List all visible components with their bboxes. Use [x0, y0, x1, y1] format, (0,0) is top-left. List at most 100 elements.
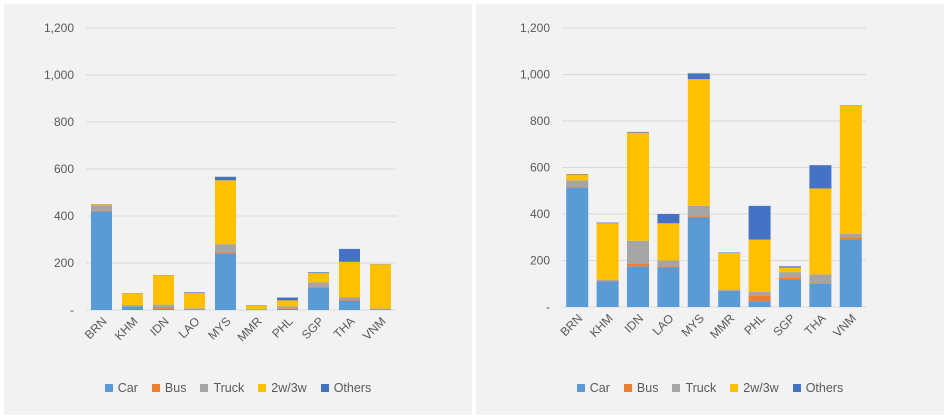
- bar-segment-mys-others: [687, 73, 710, 80]
- x-tick-label: THA: [331, 314, 358, 341]
- bar-segment-lao-car: [184, 309, 205, 310]
- y-tick-label: 200: [530, 254, 550, 268]
- bar-segment-khm-car: [122, 306, 143, 310]
- legend-label: Car: [117, 381, 138, 395]
- bar-segment-phl-bus: [748, 295, 771, 302]
- bar-segment-tha-truck: [339, 297, 360, 300]
- bar-segment-sgp-bus: [779, 277, 801, 280]
- y-tick-label: 600: [530, 161, 550, 175]
- bar-segment-mmr-truck: [718, 289, 741, 291]
- x-tick-label: BRN: [558, 311, 586, 339]
- y-tick-label: 600: [54, 162, 74, 176]
- bar-segment-tha-bus: [339, 299, 360, 301]
- bar-segment-mys-2w3w: [687, 79, 710, 206]
- bar-segment-lao-2w3w: [657, 223, 680, 261]
- bar-segment-tha-car: [339, 300, 360, 310]
- bar-segment-tha-others: [339, 248, 360, 262]
- x-tick-label: SGP: [770, 311, 798, 339]
- bar-segment-lao-2w3w: [184, 293, 205, 309]
- chart-right-svg: - 200 400 600 800 1,000 1,200 BRN KHM IDN LAO MYS MM…: [520, 21, 866, 341]
- bar-segment-sgp-truck: [779, 272, 801, 278]
- bar-segment-idn-truck: [153, 304, 174, 307]
- x-tick-label: MMR: [707, 311, 737, 341]
- legend-item: Bus: [151, 381, 186, 395]
- x-tick-label: IDN: [147, 314, 172, 339]
- legend-item: Truck: [672, 381, 716, 395]
- x-tick-label: THA: [802, 311, 829, 338]
- legend-item: Car: [576, 381, 610, 395]
- bar-segment-khm-2w3w: [122, 293, 143, 306]
- legend-item: Car: [104, 381, 138, 395]
- bar-segment-phl-others: [748, 205, 771, 240]
- legend-swatch: [200, 384, 209, 392]
- bar-segment-idn-bus: [627, 263, 649, 267]
- bar-segment-brn-car: [566, 187, 589, 307]
- bar-segment-lao-truck: [184, 308, 205, 310]
- bar-segment-brn-2w3w: [91, 204, 112, 206]
- bar-segment-sgp-others: [308, 272, 329, 273]
- bar-segment-idn-2w3w: [627, 132, 649, 241]
- bar-segment-tha-others: [809, 165, 832, 189]
- bar-segment-mmr-2w3w: [246, 305, 267, 309]
- bar-segment-vnm-car: [370, 309, 391, 310]
- x-tick-label: VNM: [360, 314, 389, 343]
- y-tick-label: -: [546, 300, 550, 314]
- x-tick-label: PHL: [269, 314, 296, 341]
- bar-segment-mys-car: [687, 217, 710, 307]
- bar-segment-tha-truck: [809, 274, 832, 283]
- bar-segment-mmr-car: [718, 290, 741, 307]
- x-tick-label: VNM: [830, 311, 859, 340]
- legend-item: Others: [792, 381, 843, 395]
- y-tick-label: 1,200: [44, 21, 74, 35]
- bar-segment-mys-truck: [215, 244, 236, 253]
- bar-segment-phl-others: [277, 297, 298, 301]
- legend-swatch: [730, 384, 739, 392]
- bar-segment-tha-2w3w: [339, 261, 360, 298]
- bar-segment-khm-car: [596, 281, 619, 307]
- bar-segment-khm-others: [596, 222, 619, 224]
- bar-segment-sgp-truck: [308, 282, 329, 287]
- legend-swatch: [258, 384, 267, 392]
- bar-segment-brn-2w3w: [566, 174, 589, 181]
- bar-segment-mmr-2w3w: [718, 252, 741, 290]
- x-tick-label: LAO: [176, 314, 203, 341]
- legend-swatch: [151, 384, 160, 392]
- legend-swatch: [672, 384, 681, 392]
- bar-segment-vnm-2w3w: [839, 105, 862, 234]
- bar-segment-phl-car: [748, 301, 771, 307]
- chart-panel-left: - 200 400 600 800 1,000 1,200 BRN KHM IDN LAO MYS MM…: [4, 4, 472, 415]
- bar-segment-phl-2w3w: [748, 239, 771, 292]
- bar-segment-phl-bus: [277, 308, 298, 309]
- bar-segment-khm-2w3w: [596, 223, 619, 280]
- bar-segment-sgp-2w3w: [779, 267, 801, 273]
- legend-swatch: [104, 384, 113, 392]
- bar-segment-lao-truck: [657, 260, 680, 267]
- legend-label: Car: [589, 381, 610, 395]
- bar-segment-brn-truck: [91, 205, 112, 211]
- x-tick-label: KHM: [587, 311, 616, 340]
- bar-segment-khm-truck: [596, 279, 619, 281]
- x-tick-label: SGP: [299, 314, 327, 342]
- legend-item: Truck: [200, 381, 244, 395]
- legend-label: Truck: [213, 381, 245, 395]
- bar-segment-khm-truck: [122, 305, 143, 307]
- bar-segment-sgp-bus: [308, 286, 329, 288]
- bar-segment-tha-bus: [809, 282, 832, 284]
- bar-segment-brn-truck: [566, 180, 589, 187]
- bar-segment-lao-others: [184, 292, 205, 294]
- y-tick-label: 1,200: [520, 21, 550, 35]
- bar-segment-phl-2w3w: [277, 300, 298, 307]
- bar-segment-sgp-2w3w: [308, 272, 329, 283]
- bar-segment-brn-bus: [91, 210, 112, 212]
- x-tick-label: MMR: [234, 314, 264, 344]
- y-tick-label: 200: [54, 256, 74, 270]
- y-tick-label: 400: [530, 207, 550, 221]
- x-tick-label: BRN: [82, 314, 110, 342]
- bar-segment-vnm-bus: [839, 237, 862, 240]
- x-tick-label: LAO: [650, 311, 677, 338]
- bar-segment-mys-bus: [687, 216, 710, 218]
- bar-segment-mys-truck: [687, 205, 710, 217]
- bar-segment-tha-2w3w: [809, 188, 832, 275]
- x-tick-label: KHM: [112, 314, 141, 343]
- y-tick-label: 400: [54, 209, 74, 223]
